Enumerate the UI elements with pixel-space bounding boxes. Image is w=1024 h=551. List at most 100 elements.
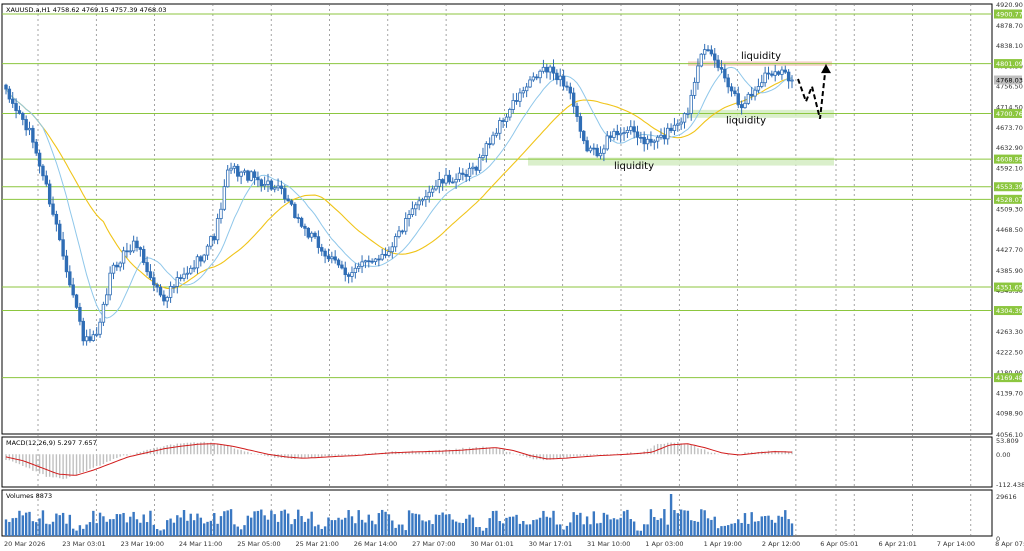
candle-body xyxy=(316,236,321,248)
candle-body xyxy=(578,116,583,132)
liquidity-zone xyxy=(528,157,834,166)
candle-body xyxy=(786,71,791,82)
candle-body xyxy=(51,203,55,215)
volume-bar xyxy=(602,512,606,536)
volume-bar xyxy=(763,516,767,536)
volume-bar xyxy=(11,518,14,536)
price-tick-label: 4509.30 xyxy=(996,206,1023,214)
volume-bar xyxy=(293,519,297,536)
volume-bar xyxy=(394,527,397,536)
volume-bar xyxy=(260,509,263,536)
price-tick-label: 4592.10 xyxy=(996,164,1023,172)
level-price-tag xyxy=(994,282,1022,292)
volume-bar xyxy=(88,522,92,536)
volume-bar xyxy=(65,523,68,536)
volume-bar xyxy=(438,514,441,536)
volume-bar xyxy=(115,514,119,536)
candle-body xyxy=(692,81,697,96)
price-tick-label: 4098.90 xyxy=(996,410,1023,418)
time-tick-label: 27 Mar 07:00 xyxy=(412,540,455,548)
candle-body xyxy=(111,264,116,274)
candle-body xyxy=(108,272,112,296)
volume-bar xyxy=(377,513,381,536)
volume-bar xyxy=(236,526,239,536)
candle-body xyxy=(739,104,744,109)
candle-body xyxy=(152,277,156,286)
candle-body xyxy=(615,130,620,136)
price-tick-label: 4263.30 xyxy=(996,328,1023,336)
candle-body xyxy=(558,75,562,81)
volume-bar xyxy=(441,512,444,536)
volume-bar xyxy=(538,517,542,536)
candle-body xyxy=(309,232,314,238)
candle-body xyxy=(252,171,257,178)
volume-bar xyxy=(320,528,323,536)
volume-bar xyxy=(364,522,367,536)
time-tick-label: 31 Mar 10:00 xyxy=(587,540,630,548)
volume-bar xyxy=(202,523,206,536)
candle-body xyxy=(98,321,102,335)
volume-bar xyxy=(337,517,340,536)
candle-body xyxy=(639,136,643,139)
volume-bar xyxy=(253,511,256,536)
candle-body xyxy=(437,179,442,187)
volume-bar xyxy=(676,513,679,536)
volume-bar xyxy=(276,521,280,536)
candle-body xyxy=(242,170,247,173)
candle-body xyxy=(259,179,263,187)
arrow-head-icon xyxy=(821,64,831,74)
candle-body xyxy=(175,277,180,287)
volume-bar xyxy=(169,518,172,536)
volume-bar xyxy=(471,517,475,536)
volume-bar xyxy=(643,524,646,536)
level-price-tag-text: 4304.39 xyxy=(996,307,1023,315)
volume-bar xyxy=(710,519,713,536)
volume-bar xyxy=(199,517,203,536)
candle-body xyxy=(256,177,260,181)
volume-bar xyxy=(142,514,145,536)
candle-body xyxy=(407,214,411,219)
time-tick-label: 25 Mar 05:00 xyxy=(237,540,280,548)
macd-signal-line xyxy=(5,443,793,476)
time-tick-label: 6 Apr 21:01 xyxy=(879,540,917,548)
volume-bar xyxy=(58,515,61,536)
volume-bar xyxy=(95,523,98,536)
volume-bar xyxy=(216,523,219,536)
candle-body xyxy=(642,137,646,145)
candle-body xyxy=(716,59,720,68)
candle-body xyxy=(726,77,730,88)
volume-bar xyxy=(740,522,743,536)
candle-body xyxy=(541,66,546,72)
volume-bar xyxy=(85,524,88,536)
candle-body xyxy=(776,71,781,75)
candle-body xyxy=(467,167,472,177)
current-price-tag-text: 4768.03 xyxy=(996,77,1023,85)
candle-body xyxy=(605,135,609,150)
candle-body xyxy=(521,90,525,94)
volume-bar xyxy=(411,513,414,536)
volume-bar xyxy=(609,519,612,536)
candle-body xyxy=(662,134,667,140)
candle-body xyxy=(27,127,32,131)
volume-bar xyxy=(659,518,663,536)
candle-body xyxy=(608,135,613,138)
volume-bar xyxy=(179,517,182,536)
candle-body xyxy=(333,256,337,261)
candle-body xyxy=(595,147,599,157)
volume-bar xyxy=(572,512,575,536)
candle-body xyxy=(689,94,693,114)
candle-body xyxy=(790,79,794,82)
candle-body xyxy=(780,69,784,75)
time-tick-label: 30 Mar 17:01 xyxy=(529,540,572,548)
volume-bar xyxy=(485,527,488,536)
volume-bar xyxy=(743,513,747,536)
candle-body xyxy=(548,66,552,73)
volume-bar xyxy=(552,510,555,536)
volume-bar xyxy=(522,520,525,536)
candle-body xyxy=(71,284,75,296)
volume-bar xyxy=(542,510,545,536)
candle-body xyxy=(115,264,119,268)
annotations: liquidity liquidity liquidity xyxy=(614,51,781,172)
volume-bar xyxy=(135,519,139,536)
